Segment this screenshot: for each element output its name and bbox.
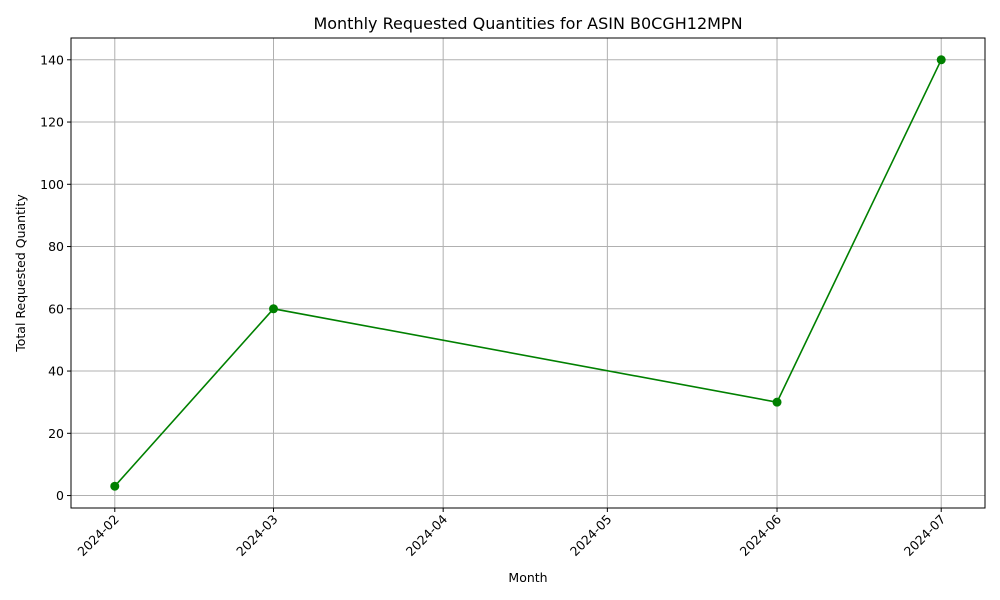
data-point [936,55,946,65]
y-tick-label: 0 [56,488,64,503]
data-point [110,481,120,491]
y-tick-label: 140 [40,52,64,67]
chart-title: Monthly Requested Quantities for ASIN B0… [313,14,742,33]
x-tick-label: 2024-04 [403,511,451,559]
y-tick-label: 100 [40,177,64,192]
x-tick-label: 2024-03 [233,512,281,560]
y-axis-label: Total Requested Quantity [13,194,28,353]
x-tick-label: 2024-07 [901,512,949,560]
y-axis: 0 20 40 60 80 100 120 140 [40,52,71,503]
y-tick-label: 20 [48,426,64,441]
x-axis: 2024-02 2024-03 2024-04 2024-05 2024-06 2024-… [74,508,948,559]
x-tick-label: 2024-05 [567,512,615,560]
series-layer [110,55,946,491]
data-point [269,304,279,314]
x-tick-label: 2024-02 [74,512,122,560]
x-axis-label: Month [508,570,547,585]
y-tick-label: 80 [48,239,64,254]
y-tick-label: 40 [48,364,64,379]
series-line [114,59,942,487]
data-point [772,397,782,407]
grid-lines [71,38,985,508]
y-tick-label: 120 [40,115,64,130]
x-tick-label: 2024-06 [737,511,785,559]
y-tick-label: 60 [48,301,64,316]
plot-frame [70,37,986,509]
